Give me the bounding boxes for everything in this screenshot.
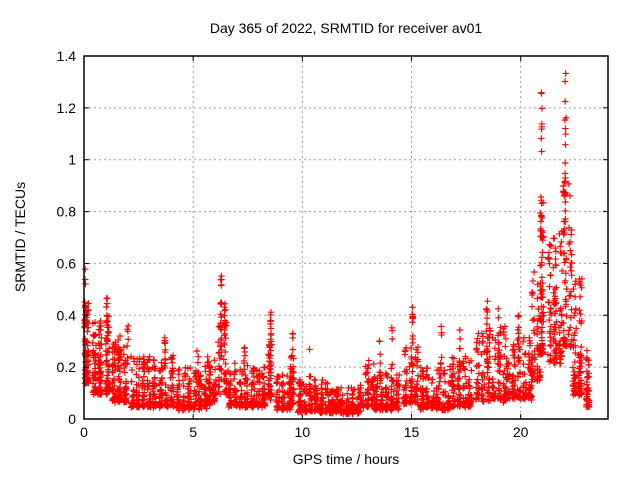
plot-border bbox=[83, 55, 609, 420]
y-tick-label: 0.8 bbox=[57, 204, 77, 220]
x-tick-label: 15 bbox=[404, 424, 420, 440]
y-axis-label: SRMTID / TECUs bbox=[12, 182, 28, 292]
y-tick-label: 0 bbox=[68, 411, 76, 427]
chart-title: Day 365 of 2022, SRMTID for receiver av0… bbox=[210, 20, 483, 36]
scatter-points-path bbox=[81, 70, 593, 418]
x-tick-label: 20 bbox=[513, 424, 529, 440]
y-tick-label: 1.2 bbox=[57, 100, 77, 116]
x-tick-label: 5 bbox=[189, 424, 197, 440]
data-points bbox=[81, 70, 593, 418]
x-tick-labels: 0 5 10 15 20 bbox=[80, 424, 529, 440]
y-tick-label: 0.4 bbox=[57, 307, 77, 323]
y-tick-label: 1.4 bbox=[57, 48, 77, 64]
axis-tick-marks bbox=[83, 55, 608, 420]
y-tick-labels: 0 0.2 0.4 0.6 0.8 1 1.2 1.4 bbox=[57, 48, 77, 427]
y-tick-label: 1 bbox=[68, 152, 76, 168]
x-tick-label: 10 bbox=[295, 424, 311, 440]
x-axis-label: GPS time / hours bbox=[293, 451, 400, 467]
y-tick-label: 0.6 bbox=[57, 255, 77, 271]
y-tick-label: 0.2 bbox=[57, 359, 77, 375]
x-tick-label: 0 bbox=[80, 424, 88, 440]
